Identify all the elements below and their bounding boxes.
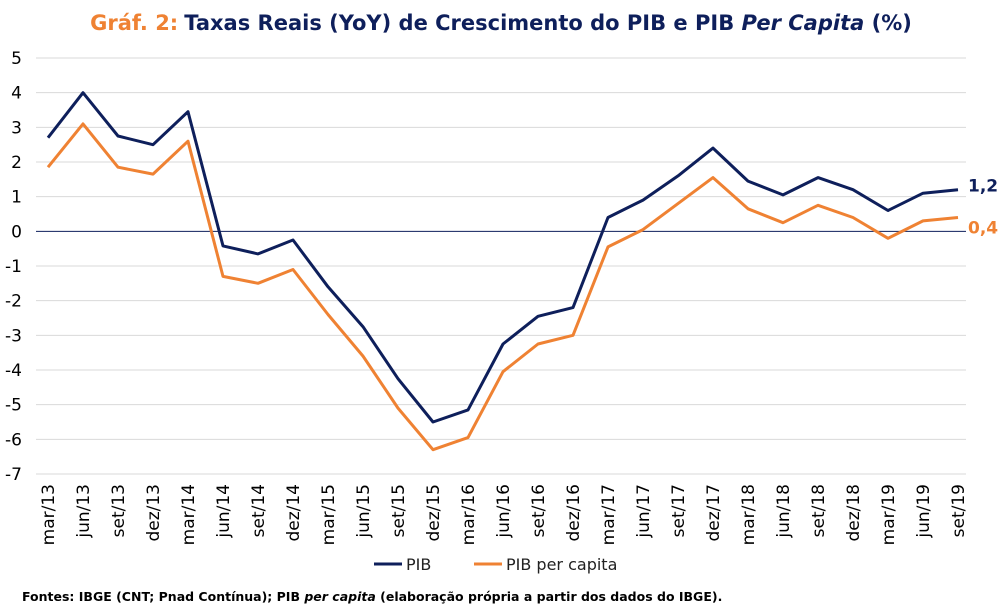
x-tick-label: jun/17 <box>634 484 654 539</box>
x-tick-label: set/18 <box>809 484 829 537</box>
x-tick-label: dez/16 <box>564 484 584 542</box>
y-tick-label: -6 <box>5 430 22 450</box>
x-tick-label: dez/18 <box>844 484 864 542</box>
legend: PIB PIB per capita <box>374 555 617 574</box>
y-tick-label: -3 <box>5 326 22 346</box>
x-tick-label: jun/18 <box>774 484 794 539</box>
title-main: Taxas Reais (YoY) de Crescimento do PIB … <box>184 11 741 35</box>
x-tick-label: set/17 <box>669 484 689 537</box>
x-tick-label: set/16 <box>529 484 549 537</box>
title-italic: Per Capita <box>742 11 865 35</box>
x-tick-label: dez/17 <box>704 484 724 542</box>
y-tick-label: -2 <box>5 292 22 312</box>
y-tick-label: -4 <box>5 361 22 381</box>
footer-italic: per capita <box>303 589 375 604</box>
title-suffix: (%) <box>864 11 912 35</box>
footer-suffix: (elaboração própria a partir dos dados d… <box>376 589 723 604</box>
footer-source: Fontes: IBGE (CNT; Pnad Contínua); PIB p… <box>22 589 722 604</box>
x-tick-label: mar/18 <box>739 484 759 545</box>
x-tick-label: dez/13 <box>144 484 164 542</box>
legend-label: PIB per capita <box>506 555 617 574</box>
x-tick-label: mar/16 <box>459 484 479 545</box>
footer-prefix: Fontes: IBGE (CNT; Pnad Contínua); PIB <box>22 589 304 604</box>
x-tick-label: set/15 <box>389 484 409 537</box>
y-tick-label: -5 <box>5 396 22 416</box>
x-tick-label: jun/13 <box>74 484 94 539</box>
y-tick-label: -7 <box>5 465 22 485</box>
x-tick-label: mar/17 <box>599 484 619 545</box>
y-tick-label: 4 <box>11 84 22 104</box>
end-value-label: 1,2 <box>968 177 998 197</box>
x-tick-label: set/13 <box>109 484 129 537</box>
x-tick-label: mar/13 <box>39 484 59 545</box>
x-tick-label: set/14 <box>249 484 269 537</box>
y-tick-label: -1 <box>5 257 22 277</box>
y-tick-label: 2 <box>11 153 22 173</box>
x-tick-label: set/19 <box>949 484 969 537</box>
x-tick-label: dez/15 <box>424 484 444 542</box>
x-tick-label: dez/14 <box>284 484 304 542</box>
y-tick-label: 3 <box>11 118 22 138</box>
x-tick-label: jun/14 <box>214 484 234 539</box>
x-tick-label: mar/14 <box>179 484 199 545</box>
x-tick-label: jun/15 <box>354 484 374 539</box>
x-tick-label: jun/19 <box>914 484 934 539</box>
x-tick-label: mar/15 <box>319 484 339 545</box>
series-line-pib-per-capita <box>46 122 959 452</box>
end-value-label: 0,4 <box>968 218 998 238</box>
x-tick-label: jun/16 <box>494 484 514 539</box>
legend-label: PIB <box>406 555 431 574</box>
y-tick-label: 0 <box>11 222 22 242</box>
chart-title: Gráf. 2: Taxas Reais (YoY) de Crescimento… <box>90 11 912 35</box>
x-tick-label: mar/19 <box>879 484 899 545</box>
y-tick-label: 5 <box>11 49 22 69</box>
title-prefix: Gráf. 2: <box>90 11 178 35</box>
y-tick-label: 1 <box>11 188 22 208</box>
